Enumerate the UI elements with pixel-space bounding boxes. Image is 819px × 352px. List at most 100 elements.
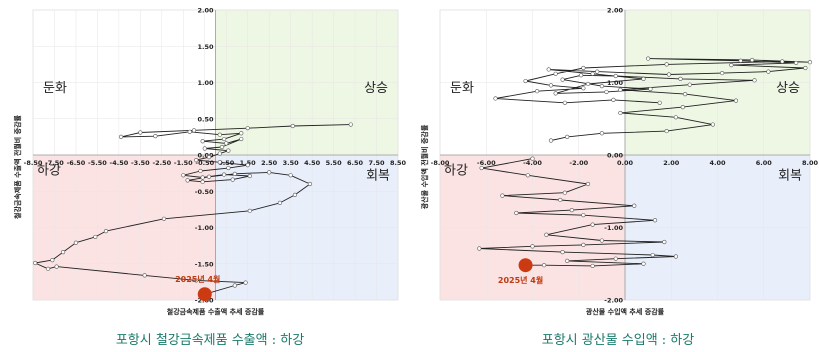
x-tick-label: -7.50 xyxy=(45,159,64,167)
data-point xyxy=(230,177,235,182)
data-point xyxy=(239,136,244,142)
data-point xyxy=(54,264,59,269)
series-line xyxy=(495,58,811,141)
data-point xyxy=(226,165,231,171)
x-tick-label: -4.00 xyxy=(523,159,542,167)
data-point xyxy=(33,260,38,266)
x-tick-label: 8.50 xyxy=(390,159,407,167)
data-point xyxy=(477,246,482,251)
data-point xyxy=(581,86,586,91)
data-point xyxy=(523,78,528,84)
y-tick-label: 2.00 xyxy=(607,7,624,15)
data-point xyxy=(60,250,66,255)
data-point xyxy=(720,70,725,76)
data-point xyxy=(514,210,519,216)
data-point xyxy=(541,263,547,268)
data-point xyxy=(221,136,227,142)
x-tick-label: 2.50 xyxy=(261,159,278,167)
y-tick-label: 0.50 xyxy=(197,115,214,123)
x-tick-label: -0.50 xyxy=(195,159,214,167)
data-point xyxy=(206,174,212,179)
data-point xyxy=(613,73,618,79)
y-tick-label: -0.50 xyxy=(195,188,214,196)
x-tick-label: 5.50 xyxy=(326,159,343,167)
data-point xyxy=(666,72,672,77)
data-point xyxy=(206,155,212,160)
data-point xyxy=(198,168,203,174)
data-point xyxy=(766,69,771,74)
data-point xyxy=(187,129,192,134)
data-point xyxy=(292,192,298,197)
data-point xyxy=(590,71,595,76)
data-point xyxy=(45,266,51,271)
data-point xyxy=(247,208,252,213)
data-point xyxy=(138,130,143,135)
caption-steel: 포항시 철강금속제품 수출액 : 하강 xyxy=(115,333,305,348)
data-point xyxy=(611,97,616,102)
highlight-point xyxy=(197,287,212,302)
highlight-label: 2025년 4월 xyxy=(498,275,543,285)
data-point xyxy=(290,123,295,129)
data-point xyxy=(678,76,683,81)
data-point xyxy=(562,190,567,195)
y-axis-title: 광산물 수입액 전월비 증감률 xyxy=(420,124,429,209)
data-point xyxy=(599,238,604,243)
data-point xyxy=(581,65,586,71)
data-point xyxy=(560,250,565,255)
quadrant-label-rise: 상승 xyxy=(776,81,800,96)
highlight-label: 2025년 4월 xyxy=(175,274,220,284)
data-point xyxy=(219,144,225,150)
data-point xyxy=(632,203,637,208)
data-point xyxy=(191,128,197,133)
quadrant-label-fall: 하강 xyxy=(37,164,61,179)
data-point xyxy=(200,179,205,184)
data-point xyxy=(581,242,586,247)
data-point xyxy=(217,132,222,137)
data-point xyxy=(683,91,688,97)
x-tick-label: 4.50 xyxy=(304,159,321,167)
data-point xyxy=(581,213,586,218)
data-point xyxy=(648,86,653,92)
data-point xyxy=(641,261,646,266)
data-point xyxy=(590,263,595,269)
x-tick-label: -2.00 xyxy=(569,159,588,167)
data-point xyxy=(803,65,808,71)
data-point xyxy=(221,172,227,177)
data-point xyxy=(493,96,498,101)
data-point xyxy=(202,146,207,151)
y-tick-label: 1.00 xyxy=(607,79,624,87)
data-point xyxy=(73,240,79,245)
data-point xyxy=(118,134,124,139)
data-point xyxy=(548,83,554,88)
data-point xyxy=(729,62,734,68)
data-point xyxy=(562,100,567,105)
y-tick-label: -1.00 xyxy=(604,224,623,232)
data-point xyxy=(618,110,623,116)
data-point xyxy=(673,115,678,120)
data-point xyxy=(646,56,651,61)
x-tick-label: 7.50 xyxy=(369,159,386,167)
x-tick-label: -4.50 xyxy=(110,159,129,167)
data-point xyxy=(558,197,563,203)
y-tick-label: -2.00 xyxy=(604,297,623,305)
quadrant-label-slowdown: 둔화 xyxy=(450,81,474,96)
data-point xyxy=(664,128,669,134)
data-point xyxy=(657,100,662,105)
data-point xyxy=(226,148,231,153)
data-point xyxy=(664,62,669,67)
data-point xyxy=(599,131,604,136)
data-point xyxy=(578,73,584,78)
data-point xyxy=(479,165,484,171)
data-point xyxy=(590,222,595,227)
data-point xyxy=(530,244,535,249)
x-tick-label: -5.50 xyxy=(88,159,107,167)
data-point xyxy=(267,170,272,175)
x-tick-label: -2.50 xyxy=(152,159,171,167)
data-point xyxy=(710,122,715,127)
x-tick-label: 1.50 xyxy=(240,159,257,167)
data-point xyxy=(560,77,565,82)
data-point xyxy=(604,89,609,95)
x-axis-title: 철강금속제품 수출액 추세 증감률 xyxy=(167,307,265,316)
quadrant-label-rise: 상승 xyxy=(364,81,388,96)
